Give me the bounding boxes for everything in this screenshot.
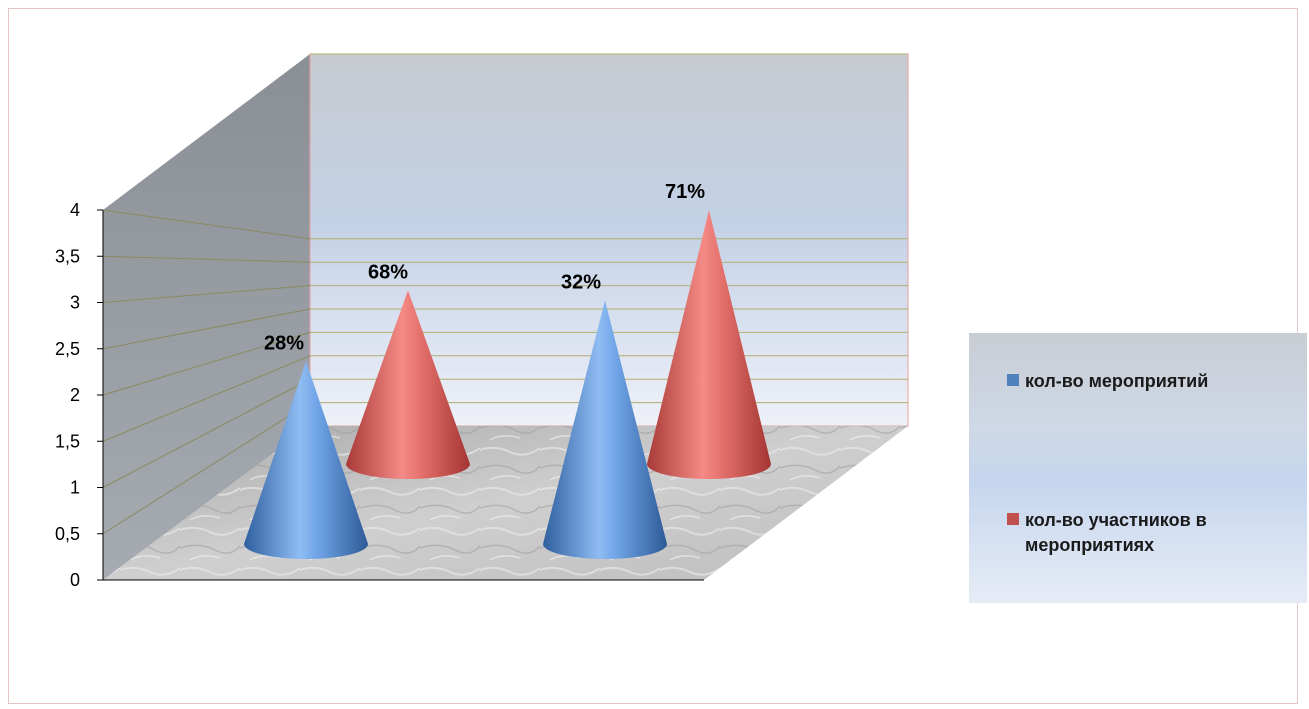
data-label-events-0: 28%: [264, 332, 304, 354]
legend-swatch-events: [1007, 374, 1019, 386]
legend-label-events: кол-во мероприятий: [1025, 371, 1209, 391]
y-tick-label: 0: [70, 570, 80, 590]
gridline-side: [102, 255, 311, 263]
gridline-side: [102, 331, 311, 396]
gridline-side: [102, 285, 311, 303]
y-tick-label: 2: [70, 385, 80, 405]
data-label-participants-1: 71%: [665, 181, 705, 203]
y-axis: 0 0,5 1 1,5 2 2,5 3 3,5 4: [55, 200, 704, 590]
y-tick-label: 4: [70, 200, 80, 220]
gridline-side: [102, 308, 311, 350]
gridline-side: [102, 355, 311, 442]
cone-body: [346, 290, 470, 479]
y-tick-label: 2,5: [55, 339, 80, 359]
legend-item-participants: кол-во участников в мероприятиях: [1007, 508, 1295, 558]
legend: кол-во мероприятий кол-во участников в м…: [969, 333, 1307, 603]
side-wall: [103, 54, 310, 580]
y-tick-label: 0,5: [55, 524, 80, 544]
legend-swatch-participants: [1007, 513, 1019, 525]
data-label-participants-0: 68%: [368, 261, 408, 283]
y-tick-label: 3,5: [55, 246, 80, 266]
data-labels: 68% 71% 28% 32%: [264, 181, 705, 354]
gridline-side: [102, 402, 311, 535]
data-label-events-1: 32%: [561, 271, 601, 293]
gridline-side: [102, 209, 311, 240]
y-tick-label: 1,5: [55, 431, 80, 451]
legend-label-participants: кол-во участников в мероприятиях: [1025, 510, 1207, 555]
cone-body: [647, 210, 771, 479]
y-tick-label: 1: [70, 478, 80, 498]
cone-participants-1: [647, 210, 771, 479]
cones: [244, 210, 771, 559]
cone-events-1: [543, 300, 667, 559]
gridline-side: [102, 378, 311, 488]
cone-events-0: [244, 361, 368, 559]
cone-body: [543, 300, 667, 559]
legend-item-events: кол-во мероприятий: [1007, 369, 1295, 394]
cone-body: [244, 361, 368, 559]
cone-participants-0: [346, 290, 470, 479]
y-tick-label: 3: [70, 293, 80, 313]
